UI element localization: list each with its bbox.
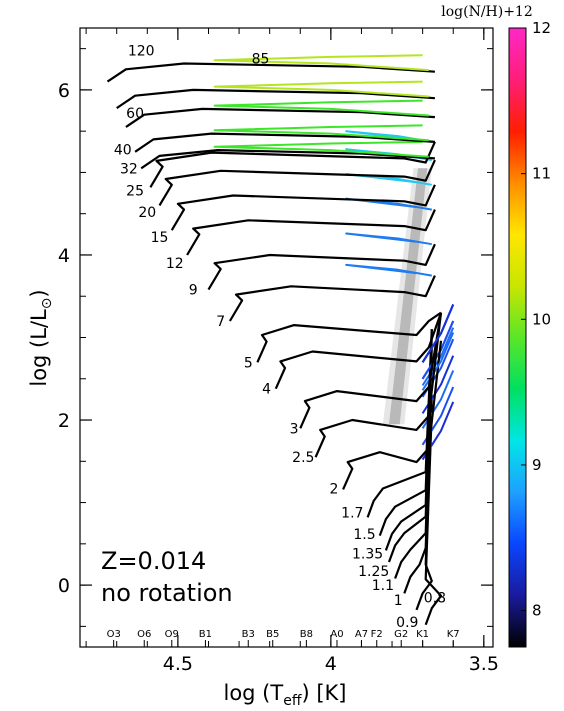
spectral-type-B8: B8	[300, 629, 313, 640]
mass-labels: 0.8 0.9 11.11.251.35 1.5 1.72 2.5 3 45 7 9 12 15 20 2…	[114, 43, 446, 631]
x-tick-label: 3.5	[469, 653, 499, 675]
track-60	[125, 107, 435, 128]
mass-label-2: 2	[329, 482, 338, 498]
track-1.7	[366, 329, 433, 518]
plot-frame	[79, 27, 494, 648]
mass-label-5: 5	[244, 355, 253, 371]
track-segment-40	[213, 124, 429, 142]
mass-label-120: 120	[128, 43, 155, 59]
track-7	[228, 275, 436, 322]
mass-label-7: 7	[216, 314, 225, 330]
track-2	[342, 340, 443, 490]
spectral-type-K7: K7	[447, 629, 460, 640]
colorbar-tick-label: 11	[532, 165, 551, 183]
mass-label-9: 9	[189, 283, 198, 299]
track-segment-60	[213, 99, 429, 117]
mass-label-12: 12	[166, 256, 184, 272]
track-120	[106, 62, 435, 83]
track-25	[149, 141, 436, 188]
mass-label-1: 1	[394, 593, 403, 609]
spectral-type-G2: G2	[394, 629, 408, 640]
x-tick-label: 4.5	[163, 653, 193, 675]
spectral-type-B1: B1	[199, 629, 212, 640]
track-2.5	[314, 312, 443, 458]
track-segment-32	[213, 140, 429, 158]
spectral-type-O6: O6	[137, 629, 151, 640]
track-85	[116, 88, 435, 110]
y-tick-label: 6	[58, 80, 70, 102]
mass-label-1.7: 1.7	[341, 506, 363, 522]
track-segment-9	[345, 232, 432, 246]
mass-label-0.8: 0.8	[424, 591, 446, 607]
spectral-type-O9: O9	[165, 629, 179, 640]
mass-label-0.9: 0.9	[396, 615, 418, 631]
track-segment-5	[421, 304, 455, 363]
colorbar-tick-label: 9	[532, 456, 542, 474]
mass-label-32: 32	[120, 161, 138, 177]
spectral-type-labels: O3 O6 O9 B1 B3 B5 B8 A0 A7 F2 G2 K1 K7	[107, 629, 460, 647]
y-tick-label: 0	[58, 575, 70, 597]
y-tick-label: 2	[58, 410, 70, 432]
spectral-type-O3: O3	[107, 629, 121, 640]
mass-label-40: 40	[114, 142, 132, 158]
track-segment-7	[345, 263, 432, 277]
mass-label-1.35: 1.35	[352, 547, 383, 563]
track-4	[274, 312, 443, 390]
track-12	[186, 209, 436, 256]
colorbar-tick-label: 10	[532, 310, 551, 328]
track-5	[256, 311, 442, 363]
mass-label-60: 60	[126, 106, 144, 122]
spectral-type-B3: B3	[242, 629, 255, 640]
mass-label-3: 3	[290, 421, 299, 437]
annotation-rotation: no rotation	[101, 579, 233, 607]
y-axis-title: log (L/L⊙)	[27, 289, 55, 386]
track-3	[299, 312, 443, 429]
spectral-type-A0: A0	[330, 629, 343, 640]
spectral-type-A7: A7	[355, 629, 368, 640]
x-tick-label: 4	[325, 653, 337, 675]
mass-label-15: 15	[151, 230, 169, 246]
annotation-metallicity: Z=0.014	[101, 547, 206, 575]
mass-label-25: 25	[126, 184, 144, 200]
axis-ticks: 4.5 4 3.5 0 2 4 6	[58, 28, 499, 675]
track-40	[134, 132, 435, 153]
spectral-type-F2: F2	[371, 629, 383, 640]
spectral-type-B5: B5	[266, 629, 279, 640]
mass-label-85: 85	[252, 52, 270, 68]
spectral-type-K1: K1	[416, 629, 429, 640]
mass-label-2.5: 2.5	[292, 450, 314, 466]
track-9	[207, 243, 436, 291]
track-segment-85	[213, 80, 429, 98]
track-32	[140, 149, 435, 170]
colorbar-tick-label: 12	[532, 19, 551, 37]
x-axis-title: log (Teff) [K]	[223, 681, 346, 709]
mass-label-20: 20	[138, 205, 156, 221]
evolutionary-tracks	[106, 54, 455, 626]
colorbar-tick-label: 8	[532, 602, 542, 620]
y-tick-label: 4	[58, 245, 70, 267]
mass-label-1.25: 1.25	[358, 564, 389, 580]
colorbar	[508, 27, 527, 648]
mass-label-1.5: 1.5	[353, 527, 375, 543]
colorbar-ticks: 8 9 10 11 12	[521, 19, 551, 620]
mass-label-1.1: 1.1	[372, 578, 394, 594]
colorbar-title: log(N/H)+12	[441, 4, 533, 20]
mass-label-4: 4	[262, 382, 271, 398]
track-20	[158, 159, 436, 206]
track-15	[170, 184, 436, 231]
track-segment-120	[213, 54, 429, 72]
